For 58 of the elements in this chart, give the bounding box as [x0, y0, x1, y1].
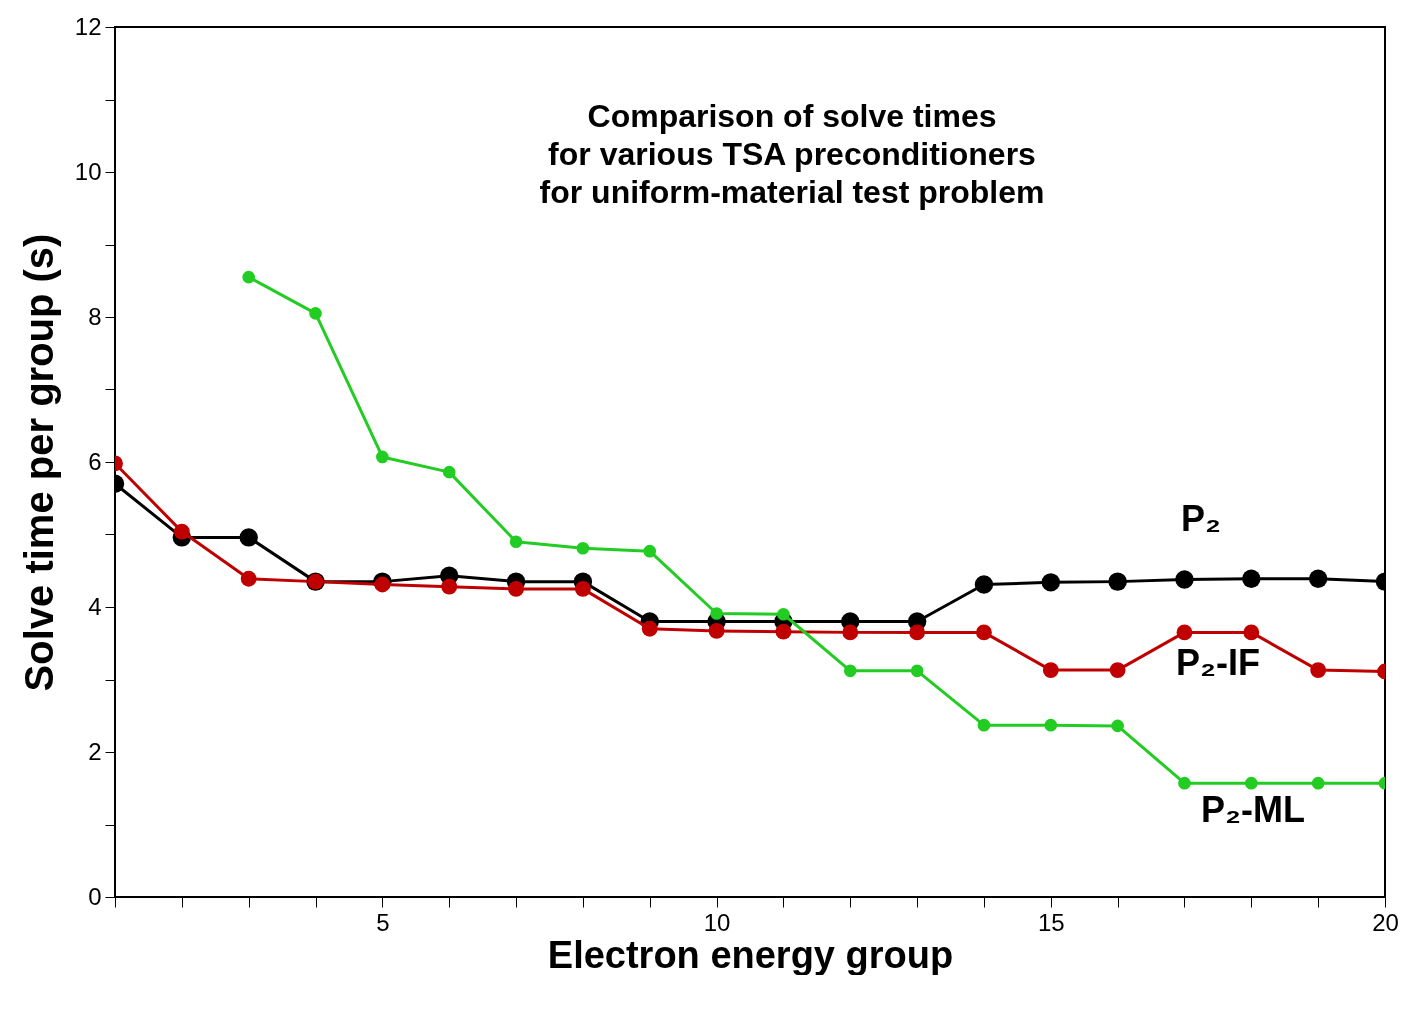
point: [909, 624, 926, 641]
point: [1108, 572, 1127, 591]
point: [574, 580, 591, 597]
y-tick-label: 0: [88, 882, 102, 910]
point: [842, 624, 859, 641]
point: [239, 528, 258, 547]
point: [977, 718, 991, 732]
point: [1308, 569, 1328, 588]
point: [974, 575, 994, 594]
y-tick-label: 8: [88, 302, 102, 330]
point: [1178, 776, 1191, 790]
x-tick-label: 20: [1372, 908, 1399, 936]
x-axis-title: Electron energy group: [547, 933, 954, 976]
point: [1109, 662, 1126, 678]
point: [775, 623, 792, 640]
point: [242, 270, 256, 284]
point: [1044, 718, 1058, 732]
series-label: P₂-IF: [1176, 642, 1260, 684]
point: [442, 465, 456, 479]
point: [1176, 624, 1193, 641]
x-tick-label: 15: [1037, 908, 1065, 936]
point: [309, 307, 322, 320]
point: [576, 541, 590, 555]
point: [1243, 624, 1260, 641]
point: [441, 578, 458, 595]
point: [843, 664, 857, 678]
point: [1041, 573, 1061, 592]
y-tick-label: 12: [74, 12, 102, 40]
point: [641, 620, 658, 637]
point: [376, 450, 389, 464]
point: [1242, 569, 1261, 588]
point: [240, 570, 257, 587]
point: [976, 624, 992, 641]
point: [1175, 570, 1194, 589]
point: [1244, 776, 1258, 790]
point: [508, 580, 524, 597]
point: [910, 664, 924, 678]
point: [708, 623, 725, 639]
point: [1111, 719, 1124, 733]
series-label: P₂-ML: [1201, 789, 1305, 831]
point: [374, 576, 391, 593]
point: [1310, 662, 1327, 678]
y-tick-label: 4: [88, 592, 102, 620]
point: [643, 544, 657, 558]
point: [509, 535, 523, 549]
point: [173, 523, 190, 540]
x-tick-label: 5: [376, 908, 390, 936]
y-axis-title: Solve time per group (s): [16, 233, 61, 692]
point: [710, 607, 723, 620]
y-tick-label: 10: [74, 157, 102, 185]
series-label: P₂: [1180, 497, 1222, 539]
point: [1311, 776, 1325, 790]
point: [1042, 662, 1059, 678]
y-tick-label: 2: [88, 737, 102, 765]
point: [777, 607, 790, 621]
text: Comparison of solve times for various TSA preconditioners for uniform-material test problem: [539, 98, 1045, 210]
y-tick-label: 6: [88, 447, 102, 475]
x-tick-label: 10: [703, 908, 731, 936]
